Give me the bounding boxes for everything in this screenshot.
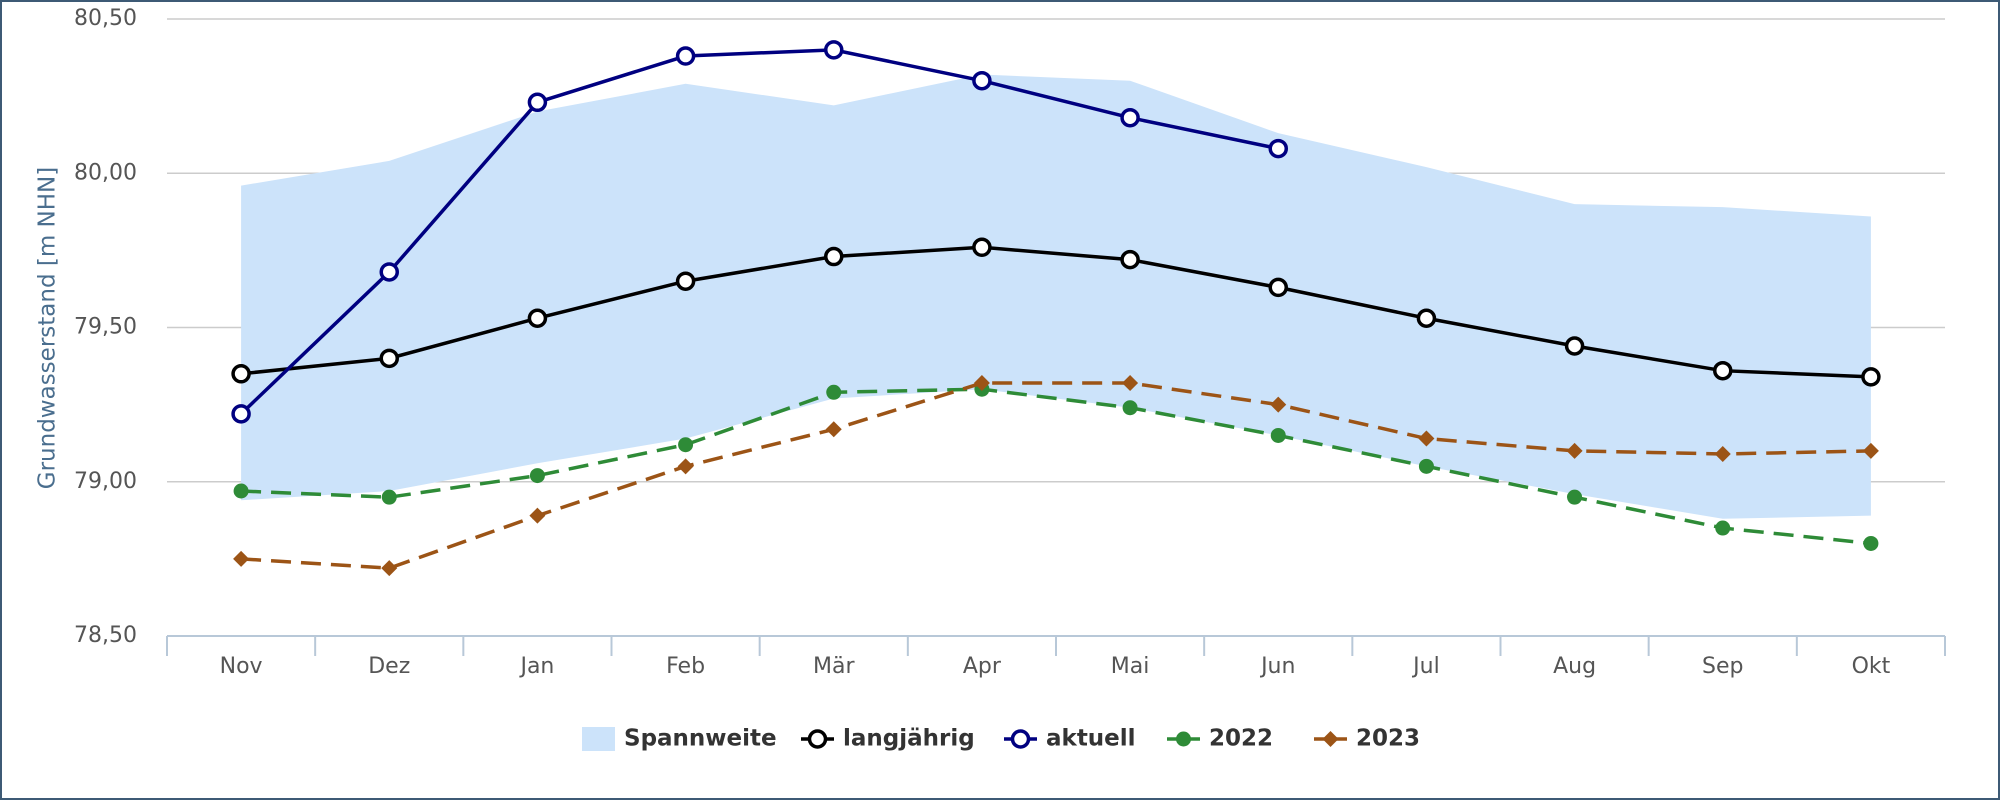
- x-tick-label: Jul: [1411, 654, 1440, 679]
- point: [1713, 360, 1733, 381]
- legend-label: aktuell: [1046, 726, 1136, 752]
- point: [677, 458, 694, 475]
- point: [379, 348, 399, 369]
- point: [973, 375, 990, 392]
- point: [1416, 308, 1437, 328]
- x-tick-label: Jan: [518, 654, 554, 679]
- x-tick-label: Aug: [1553, 654, 1596, 679]
- point: [1270, 427, 1286, 443]
- point: [1268, 138, 1288, 159]
- point: [1861, 367, 1881, 387]
- point: [1862, 442, 1879, 459]
- x-tick-label: Jun: [1259, 654, 1295, 679]
- point: [381, 560, 398, 577]
- legend-marker: [1322, 731, 1339, 747]
- legend-marker: [807, 729, 828, 749]
- legend-label: 2022: [1209, 726, 1273, 752]
- point: [1122, 400, 1138, 416]
- y-tick-label: 80,00: [74, 160, 137, 185]
- point: [1714, 445, 1731, 462]
- x-tick-label: Nov: [220, 654, 263, 679]
- point: [824, 246, 844, 267]
- legend-label: 2023: [1356, 726, 1420, 752]
- point: [379, 262, 399, 282]
- point: [824, 40, 844, 60]
- point: [1564, 336, 1585, 356]
- point: [826, 384, 842, 400]
- y-tick-label: 79,00: [74, 469, 137, 494]
- x-tick-label: Mär: [813, 654, 855, 679]
- point: [381, 489, 397, 505]
- legend-label: langjährig: [843, 726, 975, 752]
- point: [1120, 249, 1140, 270]
- x-tick-label: Sep: [1702, 654, 1743, 679]
- x-tick-label: Okt: [1852, 654, 1891, 679]
- point: [1418, 430, 1435, 447]
- point: [1120, 107, 1140, 128]
- point: [1567, 489, 1583, 505]
- point: [1715, 520, 1731, 536]
- point: [529, 468, 545, 484]
- y-tick-label: 80,50: [74, 6, 137, 31]
- point: [1270, 396, 1287, 413]
- y-axis-title: Grundwasserstand [m NHN]: [35, 167, 61, 489]
- legend-marker: [1010, 729, 1031, 749]
- point: [233, 483, 249, 499]
- x-tick-label: Mai: [1111, 654, 1150, 679]
- point: [1268, 277, 1288, 298]
- legend-label: Spannweite: [624, 726, 777, 752]
- point: [825, 421, 842, 438]
- legend-marker: [1176, 731, 1191, 747]
- point: [231, 404, 251, 424]
- x-tick-label: Dez: [368, 654, 410, 679]
- x-tick-label: Apr: [963, 654, 1002, 679]
- point: [675, 271, 696, 291]
- y-tick-label: 79,50: [74, 315, 137, 340]
- point: [1418, 458, 1434, 474]
- series-line: [241, 387, 1872, 546]
- legend-swatch: [582, 727, 615, 751]
- point: [1863, 535, 1879, 551]
- series-line: [240, 381, 1871, 570]
- point: [1122, 375, 1139, 392]
- point: [1566, 442, 1583, 459]
- range-area: [241, 74, 1871, 519]
- point: [233, 550, 250, 567]
- y-tick-label: 78,50: [74, 623, 137, 648]
- point: [529, 507, 546, 524]
- point: [527, 92, 548, 113]
- point: [972, 237, 992, 258]
- point: [972, 70, 992, 91]
- point: [231, 364, 251, 384]
- point: [678, 437, 694, 453]
- point: [527, 308, 548, 328]
- series-line: [240, 245, 1871, 379]
- x-tick-label: Feb: [666, 654, 705, 679]
- point: [675, 46, 696, 66]
- series-line: [239, 48, 1279, 416]
